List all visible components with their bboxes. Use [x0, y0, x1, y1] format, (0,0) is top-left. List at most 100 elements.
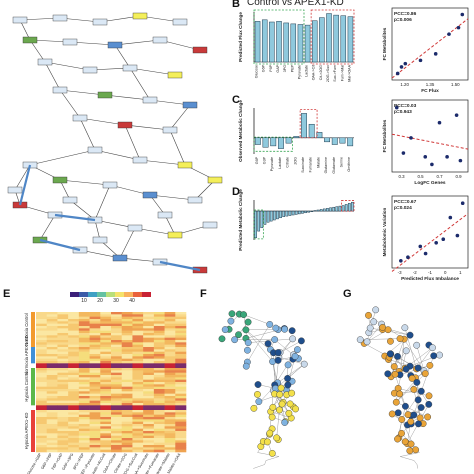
network-node: [271, 336, 279, 343]
network-node: [388, 410, 396, 418]
heatmap-cell: [46, 349, 58, 352]
heatmap-cell: [68, 316, 80, 320]
heatmap-cell: [132, 347, 144, 350]
heatmap-cell: [46, 400, 58, 404]
pathway-edge: [149, 194, 166, 216]
heatmap-cell: [175, 438, 187, 441]
heatmap-cell: [89, 391, 101, 394]
heatmap-cell: [78, 358, 90, 362]
heatmap-cell: [68, 421, 80, 425]
heatmap-cell: [164, 335, 176, 338]
heatmap-cell: [132, 354, 144, 357]
bar: [269, 21, 275, 63]
heatmap-cell: [111, 405, 123, 408]
heatmap-cell: [175, 351, 187, 355]
heatmap-cell: [121, 445, 133, 448]
heatmap-cell: [36, 405, 48, 408]
data-point: [434, 241, 438, 245]
heatmap-cell: [36, 356, 48, 359]
heatmap-cell: [175, 431, 187, 434]
bar: [338, 205, 342, 212]
network-node: [244, 339, 252, 347]
heatmap-cell: [78, 431, 90, 434]
heatmap-cell: [153, 445, 165, 448]
heatmap-cell: [57, 398, 69, 401]
heatmap-cell: [164, 431, 176, 434]
network-node: [278, 400, 286, 408]
heatmap-cell: [111, 349, 123, 352]
heatmap-cell: [100, 424, 112, 427]
heatmap-cell: [143, 328, 155, 331]
heatmap-cell: [89, 417, 101, 420]
heatmap-cell: [100, 363, 112, 366]
heatmap-cell: [132, 349, 144, 352]
heatmap-cell: [164, 400, 176, 404]
heatmap-cell: [132, 447, 144, 450]
category-label: Pyruvate: [297, 65, 301, 79]
heatmap-cell: [132, 312, 144, 315]
heatmap-cell: [121, 316, 133, 320]
heatmap-cell: [111, 340, 123, 343]
heatmap-cell: [111, 447, 123, 450]
network-edge: [403, 339, 425, 371]
heatmap-cell: [89, 398, 101, 401]
pathway-edge: [94, 184, 111, 221]
heatmap-cell: [57, 368, 69, 371]
data-point: [430, 162, 434, 167]
heatmap-cell: [143, 330, 155, 334]
heatmap-cell: [78, 421, 90, 425]
heatmap-cell: [100, 410, 112, 413]
heatmap-cell: [68, 321, 80, 324]
metabolite-node: [187, 196, 203, 204]
pathway-edge: [164, 214, 176, 236]
network-node: [387, 337, 394, 345]
category-label: G3P: [263, 156, 267, 164]
heatmap-cell: [36, 447, 48, 450]
heatmap-cell: [36, 389, 48, 392]
heatmap-cell: [46, 328, 58, 331]
heatmap-cell: [78, 347, 90, 350]
heatmap-cell: [132, 330, 144, 334]
colorbar-tick: 10: [81, 298, 87, 304]
heatmap-cell: [175, 340, 187, 343]
heatmap-cell: [175, 386, 187, 390]
highlight-box-green: [253, 136, 293, 152]
heatmap-cell: [46, 372, 58, 376]
heatmap-cell: [132, 337, 144, 341]
heatmap-cell: [175, 368, 187, 371]
heatmap-cell: [175, 426, 187, 429]
bar: [347, 203, 351, 212]
heatmap-cell: [164, 375, 176, 378]
network-node: [386, 350, 394, 358]
heatmap-cell: [121, 330, 133, 334]
heatmap-cell: [111, 440, 123, 443]
heatmap-cell: [46, 363, 58, 366]
heatmap-cell: [164, 323, 176, 327]
heatmap-cell: [153, 312, 165, 315]
heatmap-cell: [36, 326, 48, 329]
heatmap-cell: [46, 379, 58, 383]
heatmap-cell: [175, 449, 187, 453]
network-node: [285, 409, 293, 417]
metabolite-node: [162, 126, 178, 134]
heatmap-cell: [46, 361, 58, 364]
heatmap-cell: [89, 426, 101, 429]
heatmap-cell: [78, 426, 90, 429]
fit-line: [391, 213, 469, 272]
bar: [254, 210, 257, 239]
heatmap-cell: [46, 410, 58, 413]
bar: [335, 206, 339, 212]
heatmap-cell: [36, 407, 48, 411]
network-node: [365, 311, 372, 319]
heatmap-cell: [121, 421, 133, 425]
heatmap-cell: [36, 354, 48, 357]
heatmap-cell: [121, 328, 133, 331]
row-group-label: Hypoxia Control: [24, 372, 29, 402]
heatmap-cell: [111, 435, 123, 439]
data-point: [418, 58, 423, 63]
heatmap-cell: [132, 424, 144, 427]
heatmap-cell: [111, 421, 123, 425]
category-label: PEP: [290, 64, 294, 72]
heatmap-cell: [57, 405, 69, 408]
bar: [297, 24, 304, 63]
